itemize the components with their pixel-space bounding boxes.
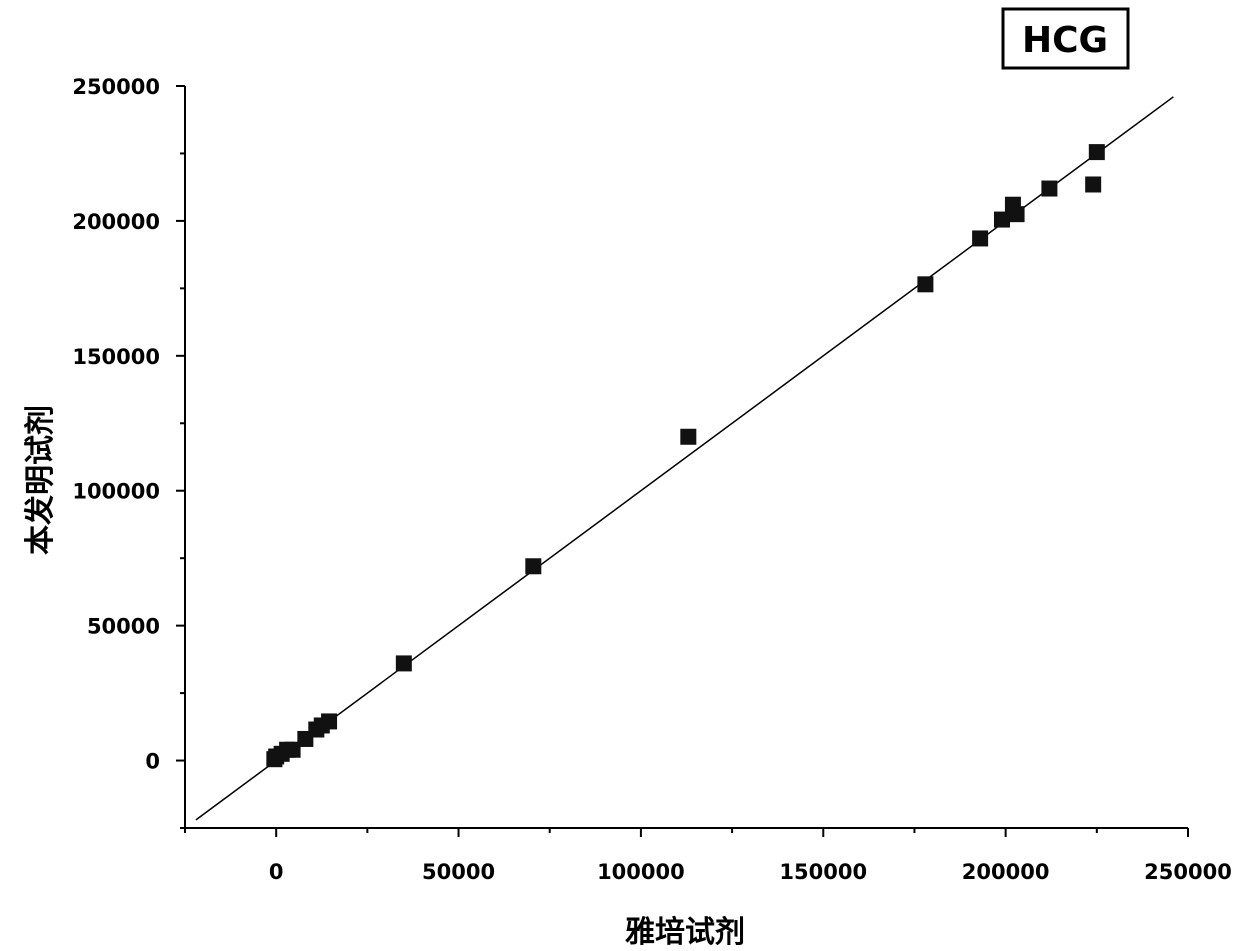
x-axis-ticks: 0 50000 100000 150000 200000 250000 <box>185 828 1232 884</box>
y-tick-label: 0 <box>145 750 160 774</box>
y-tick-label: 100000 <box>72 480 160 504</box>
data-point <box>1085 176 1101 192</box>
x-tick-label: 200000 <box>962 860 1050 884</box>
y-tick-label: 250000 <box>72 75 160 99</box>
data-point <box>321 713 337 729</box>
y-tick-label: 50000 <box>87 615 160 639</box>
data-point <box>396 655 412 671</box>
y-axis-ticks: 0 50000 100000 150000 200000 250000 <box>72 75 185 828</box>
data-point <box>1041 181 1057 197</box>
y-axis-title: 本发明试剂 <box>23 405 58 555</box>
fit-line <box>196 97 1173 820</box>
title-badge: HCG <box>1003 9 1128 68</box>
data-point <box>525 558 541 574</box>
x-tick-label: 0 <box>269 860 284 884</box>
x-tick-label: 100000 <box>597 860 685 884</box>
data-points <box>266 144 1104 767</box>
y-tick-label: 200000 <box>72 210 160 234</box>
fit-line-group <box>196 97 1173 820</box>
x-tick-label: 150000 <box>779 860 867 884</box>
chart-title: HCG <box>1022 20 1108 61</box>
x-tick-label: 50000 <box>422 860 495 884</box>
data-point <box>972 230 988 246</box>
x-tick-label: 250000 <box>1144 860 1232 884</box>
data-point <box>1089 144 1105 160</box>
x-axis-title: 雅培试剂 <box>625 915 745 950</box>
data-point <box>917 276 933 292</box>
data-point <box>680 429 696 445</box>
data-point <box>1009 206 1025 222</box>
y-tick-label: 150000 <box>72 345 160 369</box>
data-point <box>994 212 1010 228</box>
